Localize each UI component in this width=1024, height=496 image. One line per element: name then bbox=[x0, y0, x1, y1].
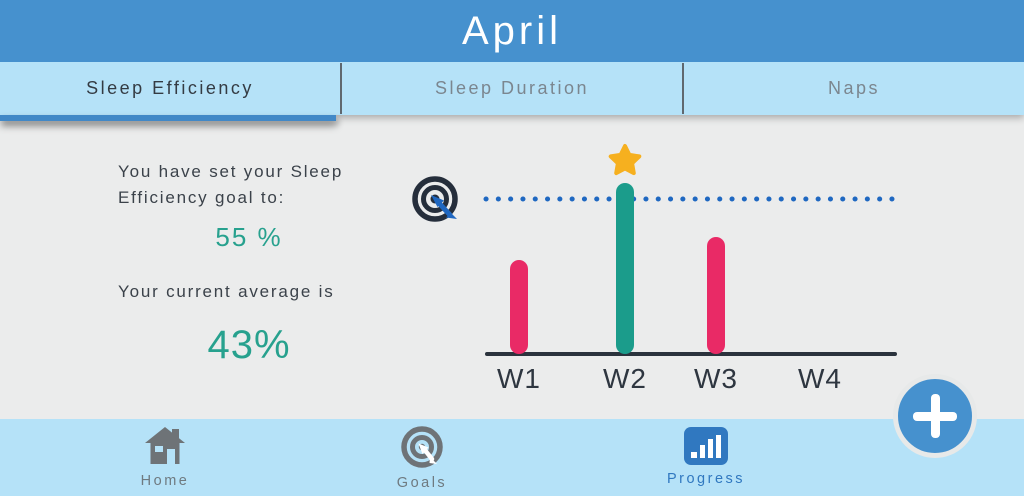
x-axis-label-w1: W1 bbox=[497, 363, 541, 394]
nav-item-goals[interactable]: Goals bbox=[357, 426, 487, 491]
bar-w1 bbox=[510, 260, 528, 354]
nav-item-progress[interactable]: Progress bbox=[641, 426, 771, 487]
average-text: Your current average is bbox=[118, 282, 335, 301]
bar-w3 bbox=[707, 237, 725, 354]
x-axis-line bbox=[485, 352, 897, 356]
tab-bar: Sleep Efficiency Sleep Duration Naps bbox=[0, 62, 1024, 121]
home-icon bbox=[145, 427, 185, 464]
goal-line bbox=[483, 196, 905, 202]
target-icon bbox=[401, 426, 443, 468]
tab-sleep-efficiency[interactable]: Sleep Efficiency bbox=[0, 62, 340, 121]
goal-text: You have set your Sleep Efficiency goal … bbox=[118, 162, 344, 207]
nav-label: Home bbox=[140, 473, 190, 489]
bottom-nav: Home Goals Progress bbox=[0, 419, 1024, 496]
plus-icon bbox=[930, 394, 940, 438]
add-button[interactable] bbox=[893, 374, 977, 458]
bar-chart-icon bbox=[684, 427, 728, 465]
nav-item-home[interactable]: Home bbox=[100, 426, 230, 489]
goal-summary-panel: You have set your Sleep Efficiency goal … bbox=[118, 159, 380, 368]
x-axis-label-w2: W2 bbox=[603, 363, 647, 394]
month-title: April bbox=[461, 8, 563, 53]
tab-label: Sleep Efficiency bbox=[86, 78, 254, 98]
month-header: April bbox=[0, 0, 1024, 62]
bar-w2 bbox=[616, 183, 634, 354]
average-value: 43% bbox=[207, 322, 291, 367]
efficiency-chart: W1 W2 W3 W4 bbox=[0, 115, 1024, 419]
tab-sleep-duration[interactable]: Sleep Duration bbox=[342, 62, 682, 115]
main-content: You have set your Sleep Efficiency goal … bbox=[0, 115, 1024, 419]
tab-divider bbox=[682, 63, 684, 114]
tab-naps[interactable]: Naps bbox=[684, 62, 1024, 115]
goal-value: 55 % bbox=[215, 222, 283, 252]
tab-divider bbox=[340, 63, 342, 114]
tab-label: Naps bbox=[827, 78, 881, 98]
target-icon bbox=[412, 176, 458, 222]
x-axis-label-w4: W4 bbox=[798, 363, 842, 394]
x-axis-label-w3: W3 bbox=[694, 363, 738, 394]
nav-label: Goals bbox=[396, 475, 448, 491]
tab-label: Sleep Duration bbox=[434, 78, 590, 98]
star-icon bbox=[608, 144, 642, 176]
nav-label: Progress bbox=[666, 471, 746, 487]
